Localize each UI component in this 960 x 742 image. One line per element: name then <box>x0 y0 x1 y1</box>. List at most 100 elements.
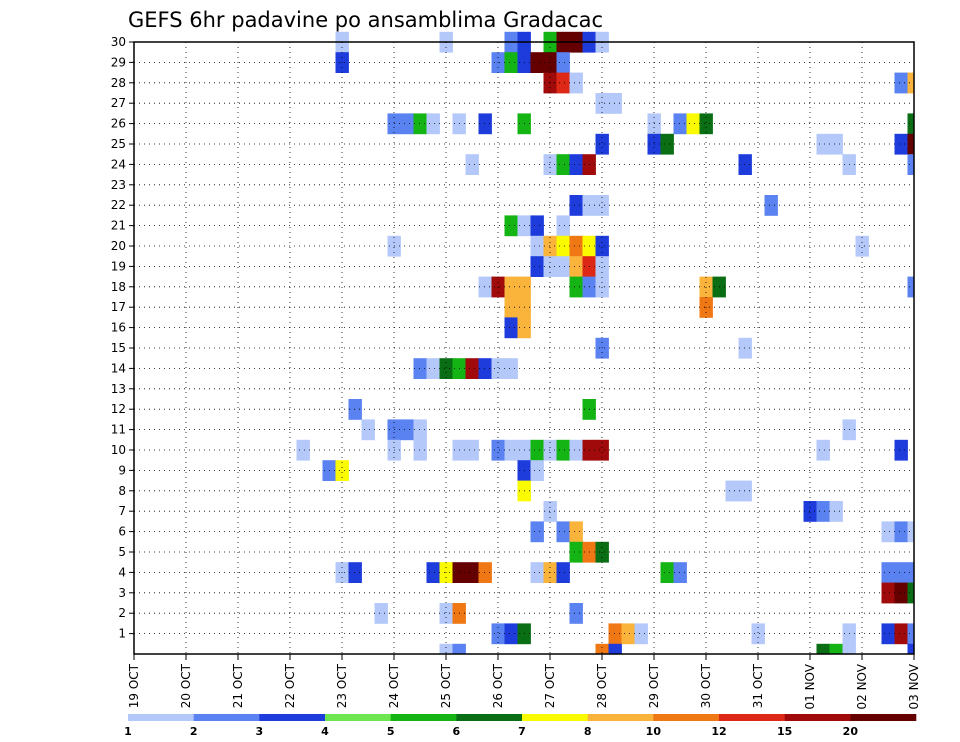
legend-swatch <box>850 714 917 721</box>
heatmap-cell <box>816 501 830 522</box>
heatmap-cell <box>907 643 915 655</box>
heatmap-cell <box>595 235 609 257</box>
y-tick-label: 2 <box>118 606 126 620</box>
heatmap-cell <box>881 582 895 604</box>
y-tick-label: 13 <box>111 382 126 396</box>
heatmap-cell <box>361 419 375 441</box>
heatmap-cell <box>907 113 915 135</box>
x-tick-label: 01 NOV <box>803 663 817 709</box>
heatmap-cell <box>569 72 583 94</box>
heatmap-cell <box>569 256 583 277</box>
x-tick-label: 02 NOV <box>855 663 869 709</box>
heatmap-cell <box>504 623 518 645</box>
heatmap-cell <box>504 52 518 73</box>
heatmap-cell <box>543 439 557 461</box>
legend-label: 12 <box>711 725 726 738</box>
y-tick-label: 30 <box>111 35 126 49</box>
heatmap-cell <box>569 603 583 624</box>
heatmap-cell <box>634 623 648 645</box>
heatmap-cell <box>556 521 570 543</box>
legend-swatch <box>522 714 588 721</box>
heatmap-cell <box>530 215 544 237</box>
y-tick-label: 20 <box>111 239 126 253</box>
heatmap-cell <box>816 439 830 461</box>
heatmap-cell <box>556 52 570 73</box>
heatmap-cell <box>556 256 570 277</box>
heatmap-cell <box>543 235 557 257</box>
heatmap-cell <box>881 562 895 583</box>
y-tick-label: 24 <box>111 157 126 171</box>
heatmap-cell <box>413 358 427 379</box>
heatmap-cell <box>673 562 687 583</box>
y-tick-label: 12 <box>111 402 126 416</box>
legend-label: 3 <box>256 725 264 738</box>
heatmap-cell <box>608 643 622 655</box>
heatmap-cell <box>556 235 570 257</box>
heatmap-cell <box>504 297 518 318</box>
color-legend: 1 2 3 4 5 6 7 8 10 12 15 20 <box>124 714 917 738</box>
heatmap-cell <box>595 337 609 359</box>
legend-label: 15 <box>777 725 792 738</box>
heatmap-cell <box>699 113 713 135</box>
heatmap-cell <box>751 623 765 645</box>
heatmap-cell <box>465 154 479 175</box>
heatmap-cell <box>413 439 427 461</box>
legend-swatch <box>259 714 326 721</box>
heatmap-cell <box>530 439 544 461</box>
heatmap-cell <box>686 113 700 135</box>
heatmap-cell <box>738 337 752 359</box>
legend-label: 6 <box>453 725 461 738</box>
heatmap-cell <box>595 643 609 655</box>
heatmap-cells <box>296 31 915 655</box>
heatmap-cell <box>543 154 557 175</box>
heatmap-cell <box>335 460 349 481</box>
y-axis-ticks: 1234567891011121314151617181920212223242… <box>111 35 134 641</box>
y-tick-label: 16 <box>111 321 126 335</box>
heatmap-cell <box>907 582 915 604</box>
legend-label: 5 <box>387 725 395 738</box>
y-tick-label: 11 <box>111 423 126 437</box>
heatmap-cell <box>595 256 609 277</box>
heatmap-cell <box>296 439 310 461</box>
x-tick-label: 19 OCT <box>127 663 141 708</box>
y-tick-label: 4 <box>118 565 126 579</box>
y-tick-label: 1 <box>118 627 126 641</box>
heatmap-cell <box>738 154 752 175</box>
heatmap-cell <box>478 276 492 298</box>
heatmap-cell <box>478 562 492 583</box>
heatmap-cell <box>400 113 414 135</box>
x-tick-label: 24 OCT <box>387 663 401 708</box>
heatmap-cell <box>491 623 505 645</box>
heatmap-cell <box>660 133 674 155</box>
heatmap-cell <box>465 439 479 461</box>
heatmap-cell <box>907 154 915 175</box>
heatmap-cell <box>764 195 778 216</box>
heatmap-cell <box>530 256 544 277</box>
heatmap-cell <box>426 113 440 135</box>
legend-label: 4 <box>321 725 329 738</box>
y-tick-label: 6 <box>118 525 126 539</box>
heatmap-cell <box>569 541 583 563</box>
heatmap-cell <box>374 603 388 624</box>
heatmap-cell <box>556 562 570 583</box>
heatmap-cell <box>894 582 908 604</box>
heatmap-cell <box>569 154 583 175</box>
heatmap-cell <box>491 358 505 379</box>
heatmap-cell <box>569 276 583 298</box>
legend-swatch <box>456 714 523 721</box>
x-tick-label: 29 OCT <box>647 663 661 708</box>
heatmap-cell <box>738 480 752 502</box>
y-tick-label: 22 <box>111 198 126 212</box>
y-tick-label: 15 <box>111 341 126 355</box>
heatmap-cell <box>556 439 570 461</box>
legend-label: 1 <box>124 725 132 738</box>
legend-swatch <box>390 714 457 721</box>
heatmap-cell <box>894 521 908 543</box>
legend-swatch <box>587 714 654 721</box>
heatmap-cell <box>907 521 915 543</box>
heatmap-cell <box>348 399 362 420</box>
y-tick-label: 8 <box>118 484 126 498</box>
heatmap-cell <box>803 501 817 522</box>
heatmap-cell <box>894 72 908 94</box>
